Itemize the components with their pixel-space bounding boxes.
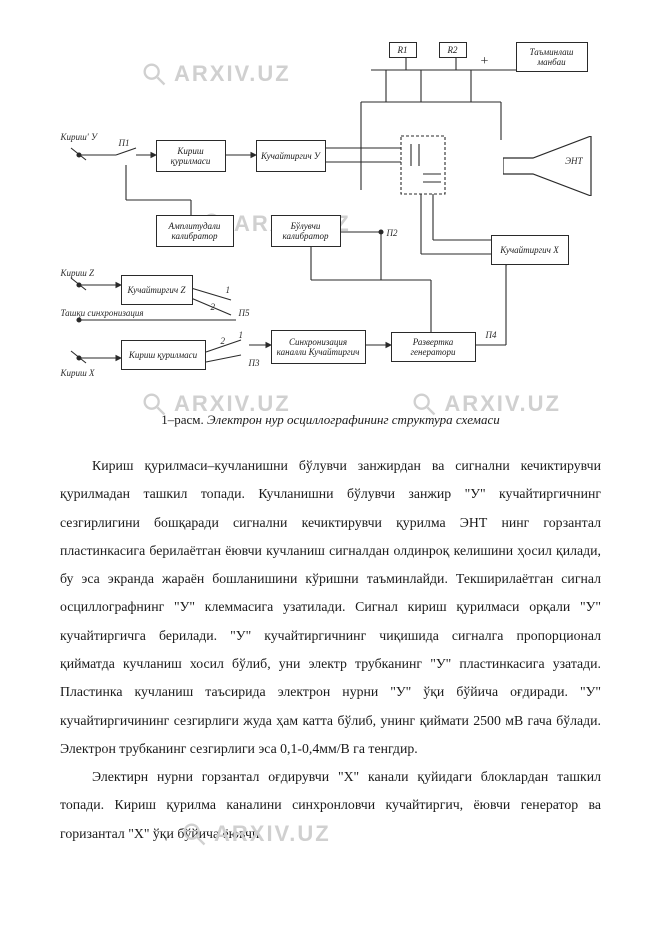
label-input-device-y: Кириш қурилмаси: [159, 146, 223, 167]
block-amp-z: Кучайтиргич Z: [121, 275, 193, 305]
figure-caption: 1–расм. Электрон нур осциллографининг ст…: [60, 412, 601, 428]
block-amp-calib: Амплитудали калибратор: [156, 215, 234, 247]
block-input-x: Кириш қурилмаси: [121, 340, 206, 370]
block-div-calib: Бўлувчи калибратор: [271, 215, 341, 247]
label-plus: +: [481, 54, 489, 70]
label-input-device-x: Кириш қурилмаси: [129, 350, 197, 360]
label-num2a: 2: [211, 302, 216, 312]
paragraph-2: Электирн нурни горзантал оғдирувчи "Х" к…: [60, 763, 601, 848]
label-p3: П3: [249, 358, 260, 368]
label-sync: Синхронизация каналли Кучайтиргич: [274, 337, 363, 358]
label-p5: П5: [239, 308, 250, 318]
block-r2: R2: [439, 42, 467, 58]
label-amp-z: Кучайтиргич Z: [128, 285, 186, 295]
block-diagram: R1 R2 + Таъминлаш манбаи Кириш' У П1 Кир…: [61, 40, 601, 400]
label-ext-sync: Ташқи синхронизация: [61, 308, 144, 318]
label-p1: П1: [119, 138, 130, 148]
crt-icon: [503, 136, 593, 196]
block-input-y: Кириш қурилмаси: [156, 140, 226, 172]
block-sweep: Развертка генератори: [391, 332, 476, 362]
label-input-y: Кириш' У: [61, 132, 98, 142]
block-amp-y: Кучайтиргич У: [256, 140, 326, 172]
label-power: Таъминлаш манбаи: [519, 47, 585, 68]
label-p4: П4: [486, 330, 497, 340]
label-r2: R2: [448, 45, 458, 55]
label-amp-y: Кучайтиргич У: [261, 151, 320, 161]
block-r1: R1: [389, 42, 417, 58]
block-power: Таъминлаш манбаи: [516, 42, 588, 72]
label-div-calib: Бўлувчи калибратор: [274, 221, 338, 242]
label-num2b: 2: [221, 336, 226, 346]
block-amp-x-right: Кучайтиргич Х: [491, 235, 569, 265]
label-r1: R1: [398, 45, 408, 55]
label-amp-x-right: Кучайтиргич Х: [500, 245, 558, 255]
label-num1b: 1: [239, 330, 244, 340]
label-amp-calib: Амплитудали калибратор: [159, 221, 231, 242]
paragraph-1: Кириш қурилмаси–кучланишни бўлувчи занжи…: [60, 452, 601, 763]
figure-title: Электрон нур осциллографининг структура …: [207, 412, 500, 427]
block-sync: Синхронизация каналли Кучайтиргич: [271, 330, 366, 364]
label-sweep: Развертка генератори: [394, 337, 473, 358]
label-input-z: Кириш Z: [61, 268, 95, 278]
label-ent: ЭНТ: [565, 156, 582, 166]
figure-number: 1–расм.: [161, 412, 204, 427]
label-p2: П2: [387, 228, 398, 238]
label-num1a: 1: [226, 285, 231, 295]
label-input-x: Кириш Х: [61, 368, 95, 378]
